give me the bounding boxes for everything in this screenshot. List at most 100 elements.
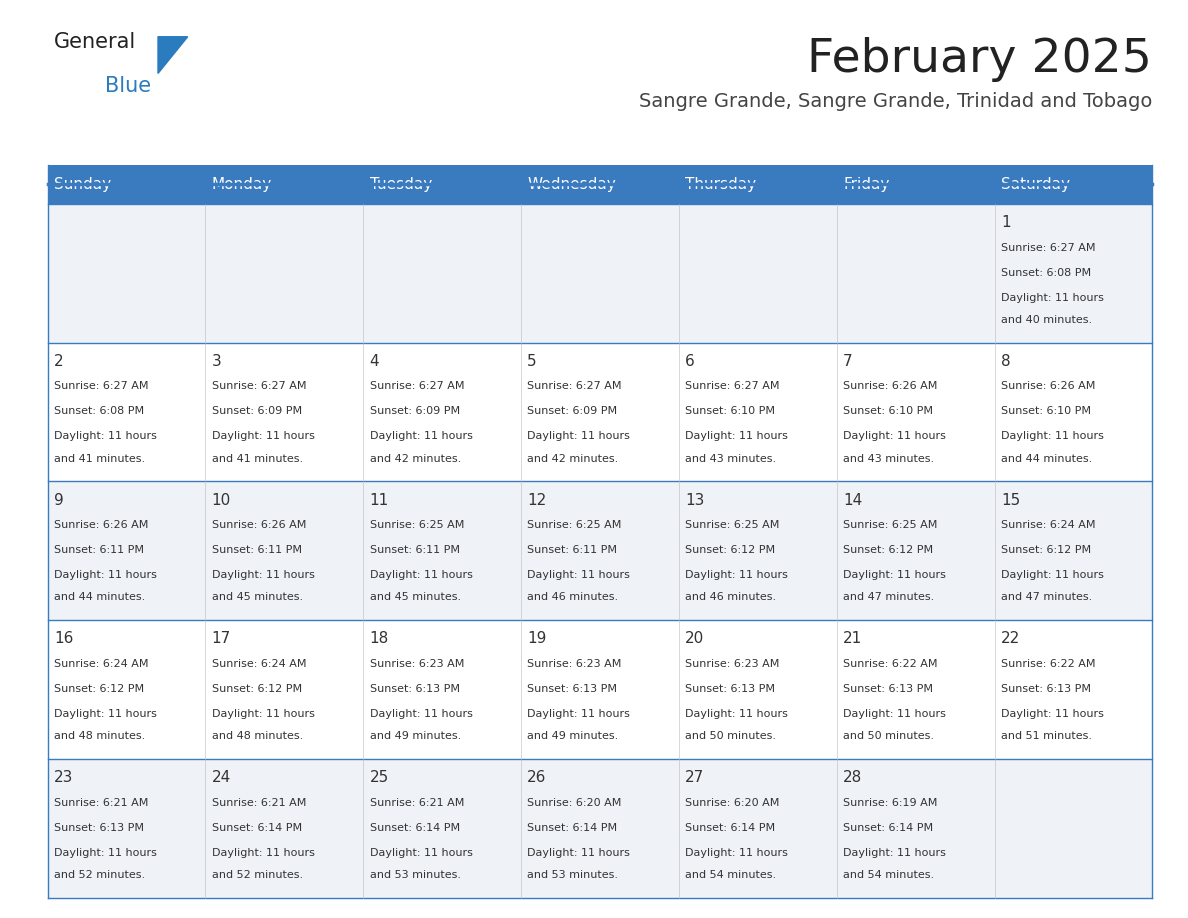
Text: Daylight: 11 hours: Daylight: 11 hours	[843, 431, 946, 442]
Text: 8: 8	[1000, 353, 1011, 369]
Text: 23: 23	[53, 770, 74, 785]
Text: Daylight: 11 hours: Daylight: 11 hours	[1000, 431, 1104, 442]
Text: Sunrise: 6:20 AM: Sunrise: 6:20 AM	[527, 798, 621, 808]
Text: Sunrise: 6:27 AM: Sunrise: 6:27 AM	[211, 382, 307, 391]
Text: 7: 7	[843, 353, 853, 369]
Text: Sunrise: 6:19 AM: Sunrise: 6:19 AM	[843, 798, 937, 808]
Text: Sunrise: 6:22 AM: Sunrise: 6:22 AM	[843, 659, 937, 669]
Text: Sunset: 6:13 PM: Sunset: 6:13 PM	[53, 823, 144, 833]
Text: Sunset: 6:10 PM: Sunset: 6:10 PM	[1000, 407, 1091, 417]
Text: and 43 minutes.: and 43 minutes.	[685, 453, 776, 464]
Text: and 46 minutes.: and 46 minutes.	[527, 592, 619, 602]
Text: Sunset: 6:09 PM: Sunset: 6:09 PM	[211, 407, 302, 417]
Text: Sunrise: 6:27 AM: Sunrise: 6:27 AM	[685, 382, 779, 391]
Text: 5: 5	[527, 353, 537, 369]
Text: 2: 2	[53, 353, 63, 369]
Text: Daylight: 11 hours: Daylight: 11 hours	[527, 431, 630, 442]
Text: Sunset: 6:09 PM: Sunset: 6:09 PM	[527, 407, 618, 417]
Text: 22: 22	[1000, 632, 1020, 646]
Text: and 44 minutes.: and 44 minutes.	[1000, 453, 1092, 464]
Text: Sunrise: 6:26 AM: Sunrise: 6:26 AM	[211, 521, 307, 531]
Text: Sunrise: 6:27 AM: Sunrise: 6:27 AM	[369, 382, 465, 391]
Text: Daylight: 11 hours: Daylight: 11 hours	[369, 570, 473, 580]
Text: and 50 minutes.: and 50 minutes.	[685, 732, 776, 741]
Text: and 53 minutes.: and 53 minutes.	[369, 870, 461, 880]
Text: Sunset: 6:11 PM: Sunset: 6:11 PM	[369, 545, 460, 555]
Text: Daylight: 11 hours: Daylight: 11 hours	[211, 848, 315, 857]
Text: Daylight: 11 hours: Daylight: 11 hours	[843, 709, 946, 719]
Text: and 52 minutes.: and 52 minutes.	[211, 870, 303, 880]
Text: Thursday: Thursday	[685, 177, 757, 192]
Text: 17: 17	[211, 632, 230, 646]
Text: Daylight: 11 hours: Daylight: 11 hours	[685, 431, 788, 442]
Text: and 49 minutes.: and 49 minutes.	[369, 732, 461, 741]
Text: Sunset: 6:14 PM: Sunset: 6:14 PM	[369, 823, 460, 833]
Text: Sunset: 6:13 PM: Sunset: 6:13 PM	[369, 684, 460, 694]
Text: and 42 minutes.: and 42 minutes.	[369, 453, 461, 464]
Text: Sunrise: 6:25 AM: Sunrise: 6:25 AM	[369, 521, 463, 531]
Text: Daylight: 11 hours: Daylight: 11 hours	[53, 431, 157, 442]
Text: and 52 minutes.: and 52 minutes.	[53, 870, 145, 880]
Text: Blue: Blue	[105, 76, 151, 96]
Text: 26: 26	[527, 770, 546, 785]
Text: Daylight: 11 hours: Daylight: 11 hours	[211, 431, 315, 442]
Text: Daylight: 11 hours: Daylight: 11 hours	[1000, 293, 1104, 303]
Text: Sunset: 6:13 PM: Sunset: 6:13 PM	[843, 684, 933, 694]
Text: Daylight: 11 hours: Daylight: 11 hours	[53, 570, 157, 580]
Text: Daylight: 11 hours: Daylight: 11 hours	[211, 709, 315, 719]
Text: Sunset: 6:13 PM: Sunset: 6:13 PM	[1000, 684, 1091, 694]
Text: Sunrise: 6:25 AM: Sunrise: 6:25 AM	[527, 521, 621, 531]
Text: Sunset: 6:12 PM: Sunset: 6:12 PM	[211, 684, 302, 694]
Text: Daylight: 11 hours: Daylight: 11 hours	[685, 848, 788, 857]
Text: Sunset: 6:14 PM: Sunset: 6:14 PM	[211, 823, 302, 833]
Text: Daylight: 11 hours: Daylight: 11 hours	[211, 570, 315, 580]
Text: Daylight: 11 hours: Daylight: 11 hours	[843, 848, 946, 857]
Text: 19: 19	[527, 632, 546, 646]
Text: Sunset: 6:11 PM: Sunset: 6:11 PM	[211, 545, 302, 555]
Text: Daylight: 11 hours: Daylight: 11 hours	[53, 848, 157, 857]
Text: 12: 12	[527, 492, 546, 508]
Text: Sunset: 6:11 PM: Sunset: 6:11 PM	[527, 545, 618, 555]
Text: Daylight: 11 hours: Daylight: 11 hours	[53, 709, 157, 719]
Bar	[48, 621, 1152, 759]
Text: Sunrise: 6:21 AM: Sunrise: 6:21 AM	[369, 798, 463, 808]
Text: Sunrise: 6:23 AM: Sunrise: 6:23 AM	[685, 659, 779, 669]
Text: and 48 minutes.: and 48 minutes.	[211, 732, 303, 741]
Text: Sunset: 6:09 PM: Sunset: 6:09 PM	[369, 407, 460, 417]
Text: Sunset: 6:14 PM: Sunset: 6:14 PM	[843, 823, 933, 833]
Text: Sunset: 6:10 PM: Sunset: 6:10 PM	[685, 407, 776, 417]
Text: 6: 6	[685, 353, 695, 369]
Text: Sunset: 6:10 PM: Sunset: 6:10 PM	[843, 407, 933, 417]
Text: General: General	[53, 32, 135, 52]
Text: and 43 minutes.: and 43 minutes.	[843, 453, 934, 464]
Bar	[48, 342, 1152, 481]
Bar	[48, 481, 1152, 621]
Text: Daylight: 11 hours: Daylight: 11 hours	[369, 848, 473, 857]
Text: Daylight: 11 hours: Daylight: 11 hours	[527, 570, 630, 580]
Text: Sunset: 6:13 PM: Sunset: 6:13 PM	[527, 684, 618, 694]
Text: 9: 9	[53, 492, 64, 508]
Text: and 51 minutes.: and 51 minutes.	[1000, 732, 1092, 741]
Bar	[48, 165, 1152, 204]
Text: Sunrise: 6:24 AM: Sunrise: 6:24 AM	[53, 659, 148, 669]
Text: Sunset: 6:08 PM: Sunset: 6:08 PM	[53, 407, 144, 417]
Text: and 42 minutes.: and 42 minutes.	[527, 453, 619, 464]
Text: 24: 24	[211, 770, 230, 785]
Text: 11: 11	[369, 492, 388, 508]
Text: 27: 27	[685, 770, 704, 785]
Text: Daylight: 11 hours: Daylight: 11 hours	[1000, 570, 1104, 580]
Text: Sunrise: 6:26 AM: Sunrise: 6:26 AM	[1000, 382, 1095, 391]
Text: and 47 minutes.: and 47 minutes.	[1000, 592, 1092, 602]
Text: and 54 minutes.: and 54 minutes.	[685, 870, 776, 880]
Text: 14: 14	[843, 492, 862, 508]
Text: and 46 minutes.: and 46 minutes.	[685, 592, 776, 602]
Text: Tuesday: Tuesday	[369, 177, 431, 192]
Text: and 49 minutes.: and 49 minutes.	[527, 732, 619, 741]
Text: and 40 minutes.: and 40 minutes.	[1000, 315, 1092, 325]
Text: Sunset: 6:13 PM: Sunset: 6:13 PM	[685, 684, 776, 694]
Text: Sangre Grande, Sangre Grande, Trinidad and Tobago: Sangre Grande, Sangre Grande, Trinidad a…	[639, 92, 1152, 111]
Text: 16: 16	[53, 632, 74, 646]
Bar	[48, 204, 1152, 342]
Text: Sunrise: 6:27 AM: Sunrise: 6:27 AM	[53, 382, 148, 391]
Text: Sunset: 6:12 PM: Sunset: 6:12 PM	[843, 545, 933, 555]
